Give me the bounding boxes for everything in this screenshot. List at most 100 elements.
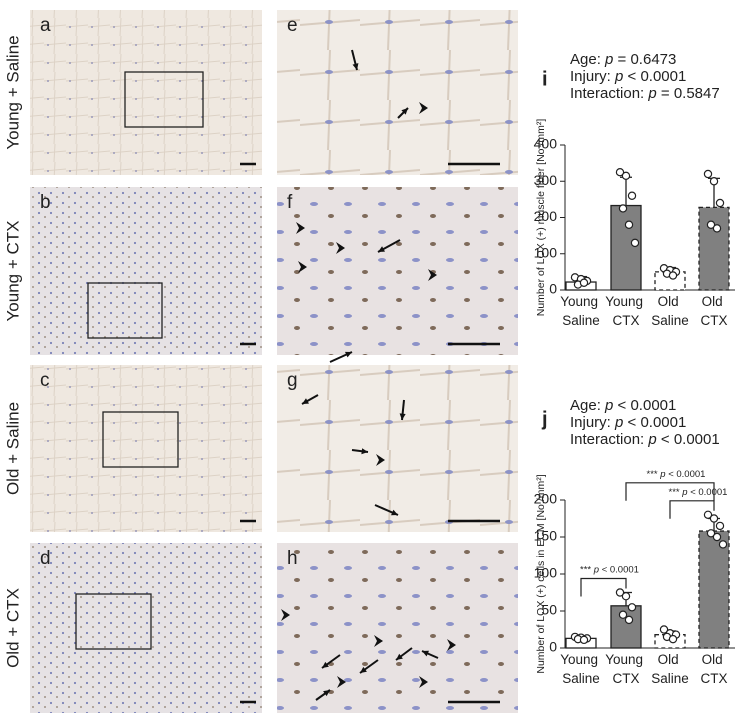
data-point: [712, 224, 722, 233]
arrowhead: [361, 448, 368, 455]
arrowhead: [428, 269, 437, 281]
micrograph: [277, 365, 518, 532]
y-tick-label: 300: [534, 172, 558, 188]
data-point: [706, 220, 716, 229]
x-tick-label: Young Saline: [560, 294, 602, 328]
stats-annotation: Age: p = 0.6473: [570, 51, 676, 68]
y-tick-label: 150: [534, 528, 558, 544]
arrowhead: [401, 108, 408, 115]
stats-annotation: Age: p < 0.0001: [570, 397, 676, 414]
data-point: [715, 521, 725, 531]
data-point: [621, 171, 631, 181]
panel-label: d: [40, 548, 51, 569]
y-tick-label: 200: [534, 208, 558, 224]
arrowhead: [322, 661, 329, 668]
row-label: Old + Saline: [3, 402, 22, 495]
data-point: [703, 169, 713, 179]
arrowhead: [281, 609, 290, 621]
arrowhead: [396, 653, 403, 660]
data-point: [659, 625, 669, 634]
arrowhead: [360, 666, 367, 673]
arrowhead: [374, 635, 383, 647]
significance-label: *** p < 0.0001: [580, 564, 639, 575]
row-label: Young + CTX: [3, 221, 22, 322]
data-point: [579, 635, 589, 645]
inset-box: [87, 282, 163, 339]
data-point: [709, 177, 719, 186]
micrograph: [277, 10, 518, 175]
bar: [698, 530, 730, 649]
significance-label: *** p < 0.0001: [669, 486, 728, 497]
stats-annotation: Injury: p < 0.0001: [570, 414, 686, 431]
data-point: [621, 592, 631, 601]
data-point: [715, 198, 725, 208]
arrowhead: [422, 650, 429, 657]
y-tick-label: 400: [534, 136, 558, 152]
data-point: [718, 540, 728, 549]
arrowhead: [352, 63, 359, 70]
x-tick-label: Young Saline: [560, 652, 602, 686]
y-axis-label: Number of LOX (+) muscle fiber [No./mm²]: [535, 119, 547, 317]
y-tick-label: 200: [534, 491, 558, 507]
bar: [610, 605, 642, 649]
stats-annotation: Interaction: p = 0.5847: [570, 85, 720, 102]
arrowhead: [391, 509, 398, 516]
micrograph: [30, 10, 262, 175]
data-point: [668, 271, 678, 280]
panel-label: b: [40, 192, 51, 213]
stats-annotation: Injury: p < 0.0001: [570, 68, 686, 85]
micrograph: [277, 543, 518, 713]
data-point: [668, 634, 678, 644]
data-point: [624, 615, 634, 625]
arrowhead: [419, 676, 428, 688]
arrowhead: [376, 454, 385, 466]
arrowhead: [378, 246, 385, 252]
data-point: [579, 278, 589, 287]
y-tick-label: 100: [534, 244, 558, 260]
x-tick-label: Old Saline: [651, 294, 689, 328]
x-tick-label: Old CTX: [701, 652, 728, 686]
arrowhead: [399, 413, 406, 420]
inset-box: [102, 411, 179, 468]
arrowhead: [419, 102, 428, 114]
x-tick-label: Young CTX: [605, 294, 647, 328]
row-label: Young + Saline: [3, 35, 22, 149]
stats-annotation: Interaction: p < 0.0001: [570, 431, 720, 448]
y-tick-label: 0: [549, 639, 557, 655]
arrowhead: [298, 261, 307, 273]
data-point: [624, 220, 634, 229]
significance-bracket: [669, 500, 715, 519]
data-point: [627, 603, 637, 612]
data-point: [630, 238, 640, 248]
data-point: [703, 510, 713, 519]
arrowhead: [447, 639, 456, 651]
data-point: [615, 167, 625, 177]
data-point: [712, 532, 722, 542]
arrowhead: [323, 690, 330, 697]
data-point: [618, 204, 628, 213]
panel-label: c: [40, 370, 50, 391]
y-tick-label: 100: [534, 565, 558, 581]
panel-label: e: [287, 15, 298, 36]
y-axis-label: Number of LOX (+) cells in ECM [No./mm²]: [535, 474, 547, 673]
data-point: [627, 191, 637, 200]
x-tick-label: Old CTX: [701, 294, 728, 328]
arrowhead: [337, 676, 346, 688]
data-point: [618, 610, 628, 619]
bar: [610, 204, 642, 291]
inset-box: [124, 71, 204, 128]
x-tick-label: Old Saline: [651, 652, 689, 686]
micrograph: [277, 187, 518, 355]
data-point: [615, 588, 625, 597]
data-point: [709, 514, 719, 523]
y-tick-label: 50: [541, 602, 557, 618]
micrograph: [30, 365, 262, 532]
image-panels: Young + Saline a e Young + CTX b f Old + Salin…: [3, 10, 518, 713]
panel-label: a: [40, 15, 51, 36]
micrograph: [30, 187, 262, 355]
row-label: Old + CTX: [3, 588, 22, 668]
arrowhead: [296, 222, 305, 234]
x-tick-label: Young CTX: [605, 652, 647, 686]
